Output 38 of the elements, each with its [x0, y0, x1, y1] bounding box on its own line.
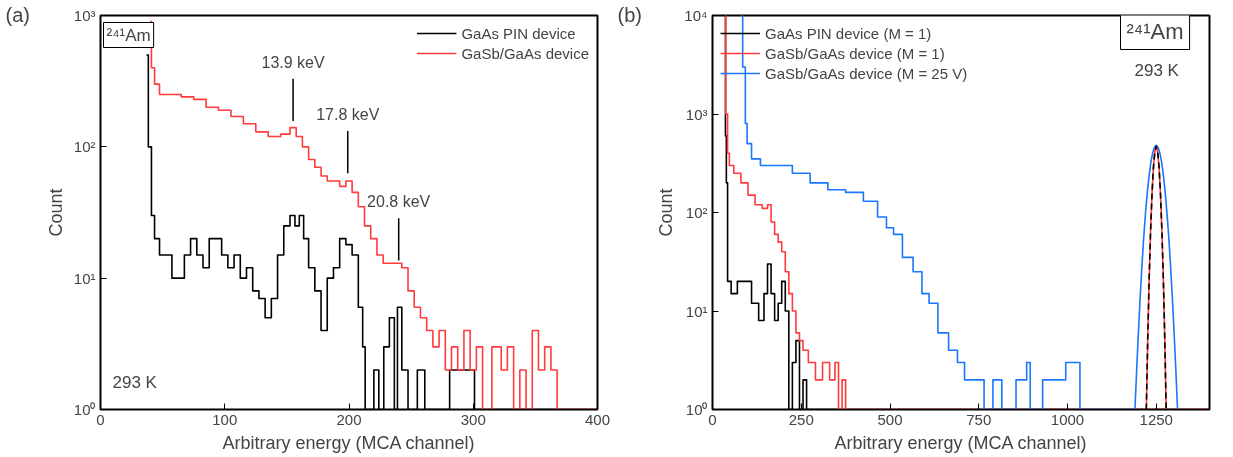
annotation: 13.9 keV: [261, 53, 325, 71]
y-tick-label: 10¹: [73, 269, 96, 287]
x-tick-label: 0: [96, 410, 105, 428]
legend-label: GaAs PIN device: [461, 24, 576, 42]
x-tick-label: 300: [460, 410, 486, 428]
annotation: 20.8 keV: [367, 193, 431, 211]
annotation: 293 K: [112, 372, 158, 392]
legend-label: GaAs PIN device (M = 1): [765, 24, 932, 42]
text: (b): [617, 3, 642, 26]
x-tick-label: 400: [584, 410, 611, 428]
x-tick-label: 750: [966, 410, 992, 428]
annotation: ²⁴¹Am: [106, 25, 151, 45]
annotation: 293 K: [1134, 60, 1180, 80]
annotation: ²⁴¹Am: [1126, 18, 1184, 44]
x-tick-label: 500: [877, 410, 903, 428]
legend-label: GaSb/GaAs device (M = 25 V): [765, 64, 968, 82]
x-tick-label: 100: [212, 410, 238, 428]
legend-label: GaSb/GaAs device (M = 1): [765, 44, 945, 62]
x-tick-label: 250: [788, 410, 814, 428]
y-axis-title: Count: [656, 188, 677, 237]
y-tick-label: 10⁰: [685, 401, 708, 418]
x-tick-label: 1250: [1139, 410, 1173, 428]
y-axis-title: Count: [45, 188, 66, 237]
x-tick-label: 1000: [1050, 410, 1085, 428]
x-axis-title: Arbitrary energy (MCA channel): [222, 432, 475, 453]
x-tick-label: 200: [336, 410, 362, 428]
text: (a): [5, 3, 30, 26]
y-tick-label: 10⁰: [73, 401, 96, 418]
y-tick-label: 10²: [73, 138, 96, 156]
y-tick-label: 10¹: [685, 302, 708, 320]
annotation: 17.8 keV: [316, 106, 380, 124]
x-axis-title: Arbitrary energy (MCA channel): [834, 432, 1087, 453]
y-tick-label: 10³: [73, 7, 96, 24]
y-tick-label: 10³: [685, 105, 708, 123]
y-tick-label: 10²: [685, 204, 708, 221]
legend-label: GaSb/GaAs device: [461, 44, 589, 62]
y-tick-label: 10⁴: [684, 7, 708, 24]
x-tick-label: 0: [708, 410, 717, 428]
